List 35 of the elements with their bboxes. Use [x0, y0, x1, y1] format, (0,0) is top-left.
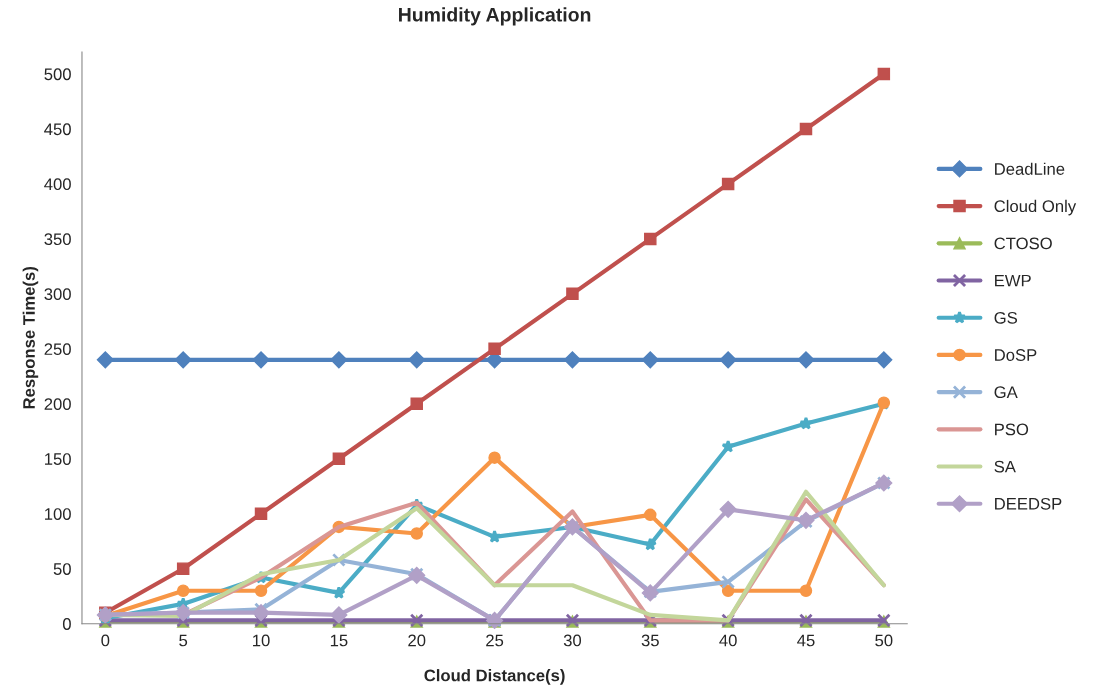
- x-tick-label: 10: [253, 634, 270, 647]
- x-tick-label: 30: [563, 634, 582, 647]
- y-tick-label: 400: [44, 178, 71, 191]
- y-tick-label: 200: [44, 398, 71, 411]
- y-tick-label: 450: [44, 123, 71, 136]
- x-tick-label: 45: [797, 634, 815, 647]
- legend-label: GA: [994, 386, 1018, 399]
- y-tick-label: 500: [44, 68, 71, 81]
- legend-label: DoSP: [995, 349, 1037, 361]
- x-tick-label: 50: [875, 634, 893, 647]
- y-tick-label: 300: [44, 288, 71, 301]
- x-tick-label: 0: [101, 634, 110, 647]
- y-tick-label: 50: [53, 563, 71, 575]
- y-tick-label: 350: [44, 233, 71, 246]
- x-tick-label: 25: [486, 634, 504, 647]
- y-tick-label: 150: [45, 453, 71, 465]
- legend-label: DeadLine: [995, 162, 1065, 175]
- x-tick-label: 20: [408, 634, 426, 647]
- x-tick-label: 15: [330, 634, 348, 647]
- y-tick-label: 100: [45, 508, 71, 520]
- legend-label: Cloud Only: [994, 199, 1077, 216]
- chart-title: Humidity Application: [399, 7, 591, 26]
- legend-label: EWP: [995, 274, 1031, 287]
- legend-label: GS: [994, 311, 1018, 324]
- legend-label: PSO: [995, 423, 1029, 436]
- x-tick-label: 5: [179, 634, 188, 647]
- legend-label: CTOSO: [994, 237, 1052, 250]
- legend-label: SA: [994, 460, 1016, 473]
- x-tick-label: 35: [641, 634, 659, 647]
- y-axis-title: Response Time(s): [22, 267, 39, 409]
- legend-label: DEEDSP: [995, 497, 1062, 510]
- x-axis-title: Cloud Distance(s): [424, 669, 565, 685]
- y-tick-label: 250: [44, 343, 71, 356]
- x-tick-label: 40: [719, 634, 737, 647]
- y-tick-label: 0: [62, 618, 71, 630]
